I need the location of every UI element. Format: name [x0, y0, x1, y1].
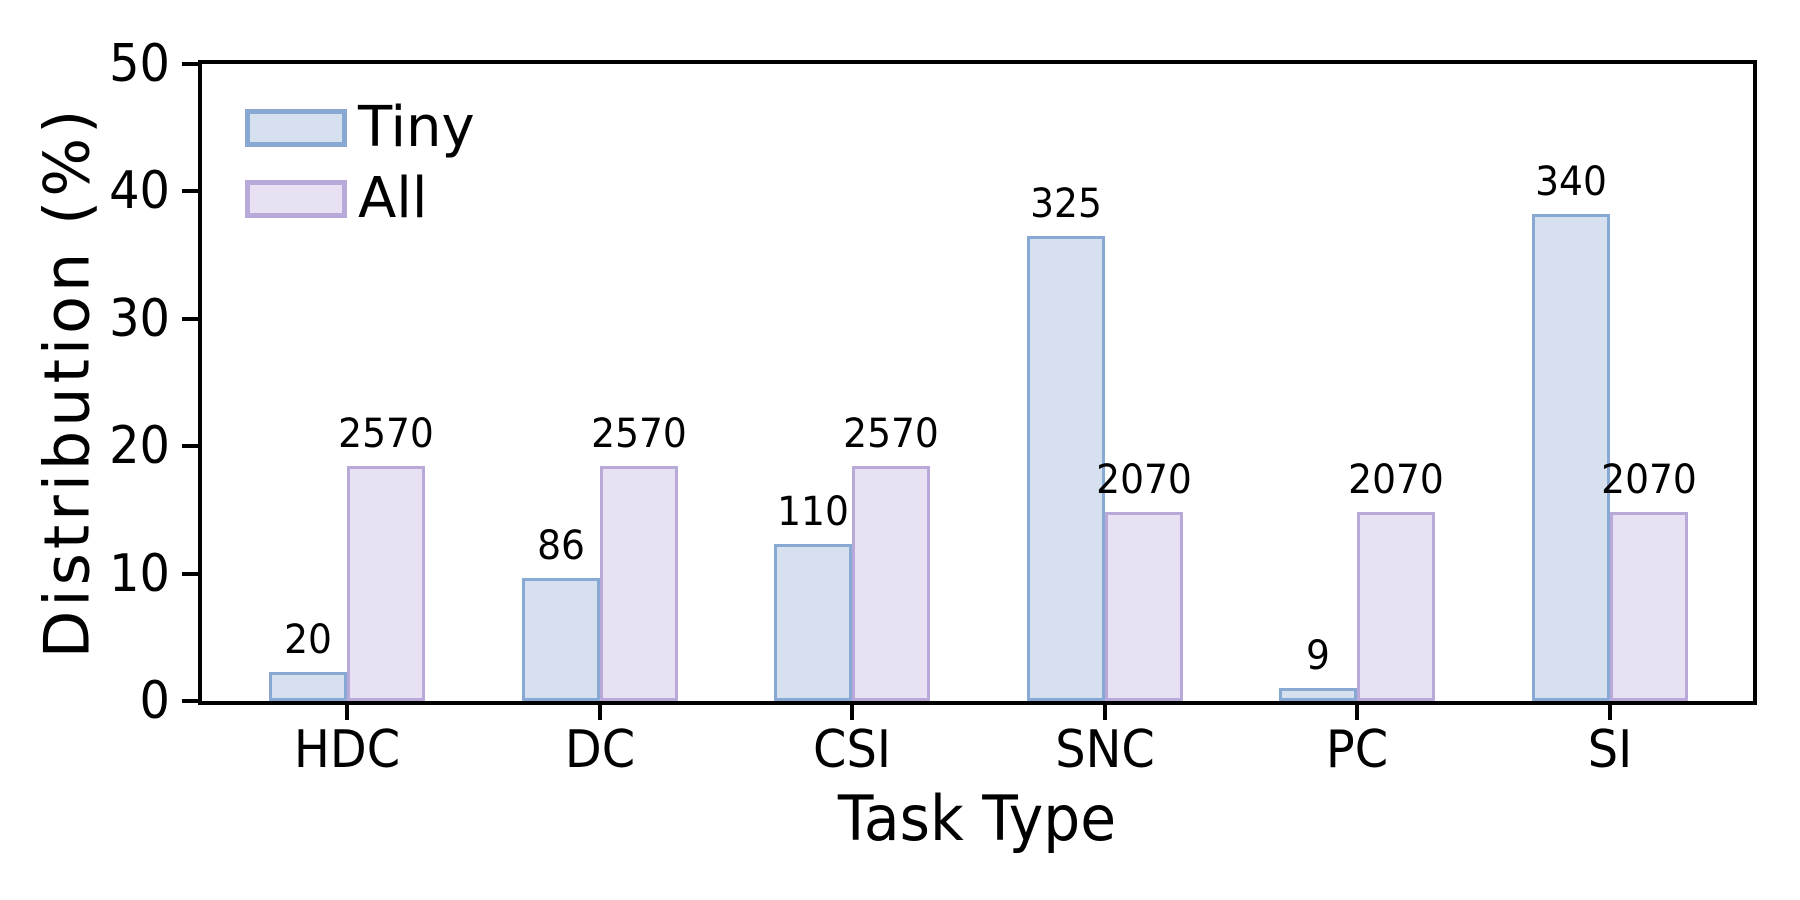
x-tick-label-csi: CSI	[813, 720, 891, 780]
y-tick-label: 20	[109, 416, 170, 477]
y-tick-mark	[182, 316, 198, 321]
bar-all-dc	[599, 465, 678, 701]
x-tick-label-si: SI	[1587, 720, 1632, 780]
bar-value-label-all-csi: 2570	[843, 410, 939, 457]
bar-all-hdc	[347, 465, 425, 701]
bar-all-si	[1609, 511, 1688, 701]
bar-value-label-all-dc: 2570	[590, 410, 687, 457]
bar-value-label-tiny-si: 340	[1534, 159, 1607, 206]
bar-value-label-tiny-csi: 110	[777, 488, 849, 535]
bar-tiny-hdc	[269, 672, 347, 701]
y-tick-mark	[182, 444, 198, 449]
bar-value-label-all-pc: 2070	[1348, 456, 1444, 503]
x-tick-label-pc: PC	[1325, 720, 1389, 780]
x-tick-mark	[597, 705, 602, 720]
y-tick-label: 50	[109, 34, 170, 94]
y-tick-label: 40	[109, 161, 170, 222]
bar-value-label-all-snc: 2070	[1095, 456, 1192, 503]
bar-value-label-all-hdc: 2570	[338, 410, 434, 457]
x-tick-label-snc: SNC	[1054, 720, 1155, 780]
bar-tiny-dc	[521, 577, 600, 701]
bar-all-pc	[1357, 511, 1435, 701]
bar-tiny-csi	[774, 543, 852, 701]
bar-value-label-tiny-pc: 9	[1306, 633, 1330, 680]
x-tick-mark	[1355, 705, 1359, 720]
bar-all-snc	[1104, 511, 1183, 701]
bar-value-label-tiny-hdc: 20	[284, 617, 332, 664]
bar-value-label-all-si: 2070	[1600, 456, 1697, 503]
x-axis-label: Task Type	[837, 782, 1117, 855]
y-tick-label: 30	[109, 288, 170, 349]
y-tick-mark	[182, 189, 198, 194]
legend-swatch-all	[245, 180, 347, 218]
x-tick-label-dc: DC	[564, 720, 635, 780]
plot-area	[198, 60, 1757, 705]
bar-tiny-pc	[1279, 688, 1357, 701]
legend-label-all: All	[358, 166, 428, 231]
x-tick-mark	[850, 705, 854, 720]
bar-tiny-si	[1531, 214, 1610, 701]
x-tick-mark	[1607, 705, 1612, 720]
legend-label-tiny: Tiny	[358, 95, 475, 160]
bar-tiny-snc	[1026, 235, 1105, 701]
y-tick-mark	[182, 62, 198, 66]
y-tick-label: 10	[109, 543, 170, 604]
bar-all-csi	[852, 465, 930, 701]
y-tick-mark	[182, 699, 198, 703]
y-tick-label: 0	[139, 671, 170, 731]
x-tick-label-hdc: HDC	[293, 720, 401, 780]
legend-swatch-tiny	[245, 109, 347, 147]
bar-value-label-tiny-snc: 325	[1029, 180, 1102, 227]
x-tick-mark	[345, 705, 349, 720]
x-tick-mark	[1102, 705, 1107, 720]
bar-value-label-tiny-dc: 86	[536, 522, 585, 569]
y-tick-mark	[182, 571, 198, 576]
